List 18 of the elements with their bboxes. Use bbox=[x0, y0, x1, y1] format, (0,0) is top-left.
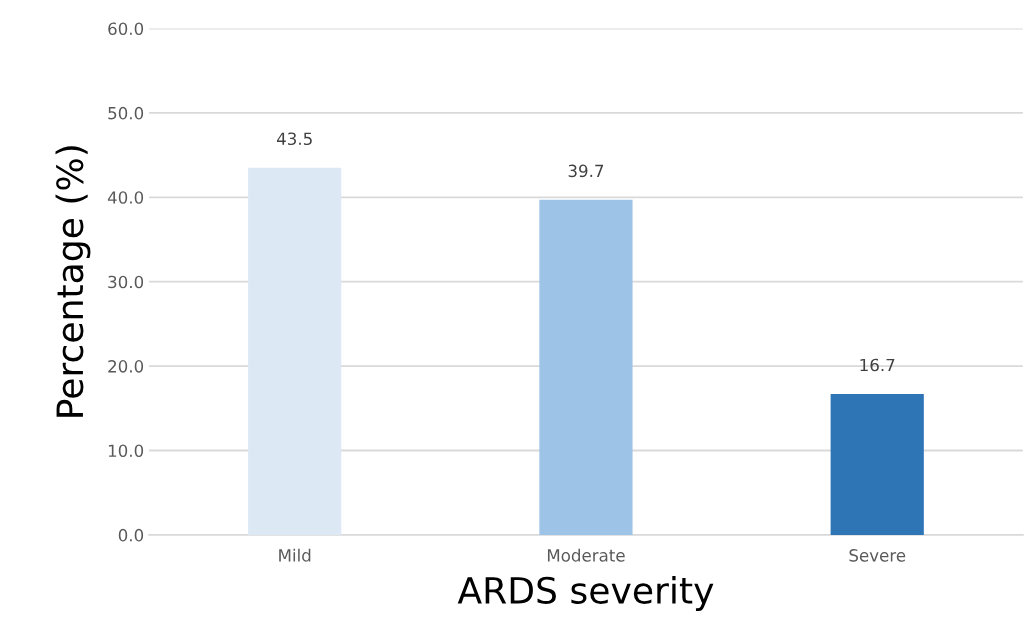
y-tick-label: 30.0 bbox=[108, 275, 144, 289]
bar bbox=[830, 393, 924, 535]
data-label: 39.7 bbox=[568, 164, 604, 178]
x-tick-label: Severe bbox=[849, 549, 906, 562]
y-tick-label: 60.0 bbox=[108, 22, 144, 36]
x-axis-title: ARDS severity bbox=[457, 576, 714, 611]
y-tick-label: 50.0 bbox=[108, 106, 144, 120]
bar bbox=[248, 167, 342, 535]
y-axis-title: Percentage (%) bbox=[55, 146, 91, 417]
y-tick-label: 40.0 bbox=[107, 191, 144, 204]
y-tick-label: 10.0 bbox=[108, 444, 144, 458]
data-label: 43.5 bbox=[276, 132, 312, 146]
x-tick-label: Moderate bbox=[547, 548, 625, 562]
y-tick-label: 20.0 bbox=[108, 360, 144, 373]
bar bbox=[539, 199, 633, 535]
data-label: 16.7 bbox=[860, 358, 895, 372]
y-tick-label: 0.0 bbox=[118, 528, 144, 542]
x-tick-label: Mild bbox=[279, 548, 311, 562]
